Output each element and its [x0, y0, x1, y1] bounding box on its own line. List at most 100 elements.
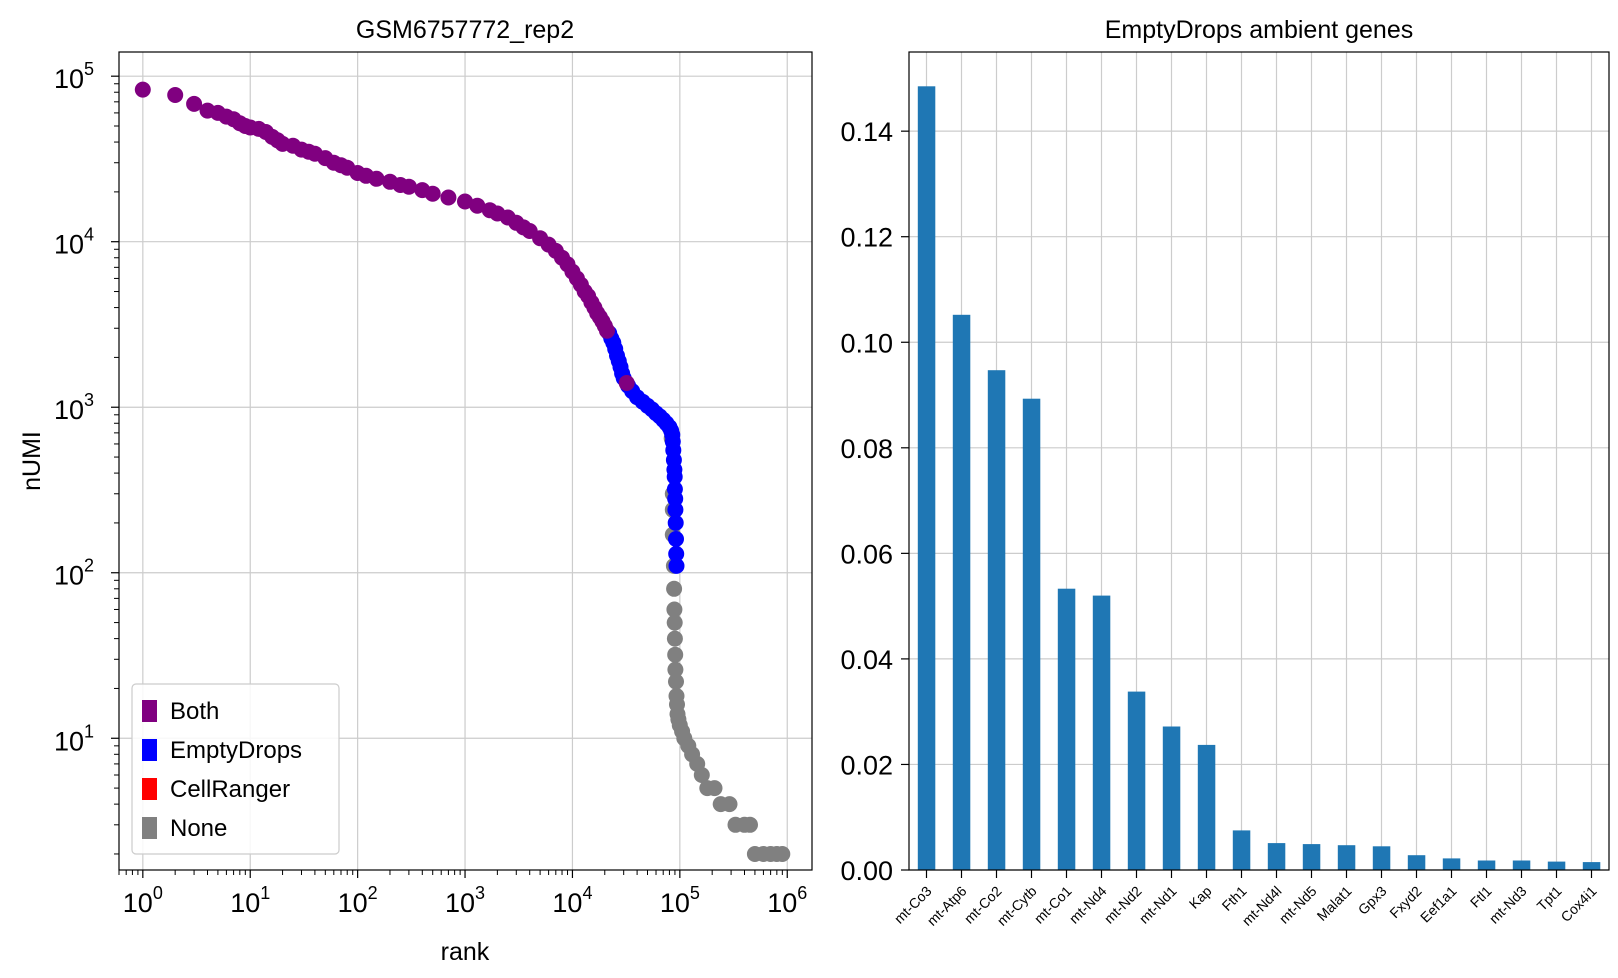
x-tick-label: Kap: [1186, 883, 1215, 912]
ambient-genes-y-ticks: 0.00 0.02 0.04 0.06 0.08 0.10 0.12 0.14: [840, 117, 909, 886]
point-both: [457, 193, 473, 210]
point-both: [368, 170, 385, 187]
point-none: [693, 767, 710, 783]
point-none: [666, 580, 683, 597]
point-none: [774, 846, 791, 862]
bar-cox4i1: [1582, 862, 1601, 870]
point-none: [666, 601, 683, 618]
x-tick-label: mt-Cytb: [994, 883, 1040, 929]
bar-mt-nd5: [1302, 844, 1321, 870]
x-tick-label: 106: [767, 883, 807, 918]
point-both: [469, 197, 486, 214]
x-tick-label: Ftl1: [1467, 883, 1495, 911]
point-none: [668, 673, 684, 690]
point-none: [666, 630, 683, 647]
knee-plot-title: GSM6757772_rep2: [356, 16, 574, 44]
y-tick-label: 0.12: [840, 223, 893, 253]
y-tick-label: 0.02: [840, 750, 893, 780]
knee-plot-y-ticks: 101 102 103 104 105: [54, 59, 119, 855]
point-emptydrops: [666, 468, 683, 485]
y-tick-label: 105: [54, 59, 94, 94]
x-tick-label: mt-Co1: [1031, 883, 1075, 927]
x-tick-label: 104: [552, 883, 592, 918]
x-tick-label: mt-Nd4: [1066, 883, 1110, 927]
ambient-genes-x-ticks: mt-Co3mt-Atp6mt-Co2mt-Cytbmt-Co1mt-Nd4mt…: [891, 870, 1600, 929]
point-none: [667, 661, 684, 678]
legend-label: EmptyDrops: [170, 737, 302, 764]
x-tick-label: mt-Nd1: [1136, 883, 1180, 927]
knee-plot-x-ticks: 100 101 102 103 104 105 106: [118, 870, 807, 918]
bar-mt-nd2: [1127, 691, 1146, 870]
point-both: [400, 178, 417, 195]
y-tick-label: 0.00: [840, 856, 893, 886]
bar-mt-nd1: [1162, 726, 1181, 870]
ambient-genes-panel: EmptyDrops ambient genes 0.00 0.02 0.04 0.0…: [840, 16, 1610, 929]
x-tick-label: Fth1: [1218, 883, 1249, 914]
point-emptydrops: [667, 514, 684, 531]
ambient-genes-title: EmptyDrops ambient genes: [1105, 16, 1413, 44]
y-tick-label: 0.08: [840, 434, 893, 464]
x-tick-label: Malat1: [1314, 883, 1355, 924]
x-tick-label: Gpx3: [1355, 883, 1390, 918]
bar-mt-co2: [987, 370, 1006, 870]
bar-fth1: [1232, 830, 1251, 870]
bar-mt-co1: [1057, 588, 1076, 870]
legend-label: Both: [170, 698, 219, 725]
bar-mt-co3: [917, 86, 936, 871]
y-tick-label: 104: [54, 225, 94, 260]
x-tick-label: 103: [445, 883, 485, 918]
bar-kap: [1197, 744, 1216, 870]
legend-label: None: [170, 815, 227, 842]
point-both: [440, 189, 457, 206]
bar-fxyd2: [1407, 855, 1426, 870]
x-tick-label: Cox4i1: [1557, 883, 1599, 925]
x-tick-label: mt-Nd5: [1276, 883, 1320, 927]
point-emptydrops: [668, 545, 685, 562]
y-tick-label: 0.04: [840, 645, 893, 675]
y-tick-label: 102: [54, 556, 94, 591]
legend-swatch: [142, 817, 157, 839]
y-tick-label: 0.14: [840, 117, 893, 147]
x-tick-label: 105: [660, 883, 700, 918]
ambient-genes-bars: [917, 86, 1601, 871]
x-tick-label: Tpt1: [1533, 883, 1564, 914]
bar-ftl1: [1477, 860, 1496, 870]
bar-eef1a1: [1442, 858, 1461, 870]
x-tick-label: 101: [230, 883, 270, 918]
bar-gpx3: [1372, 846, 1391, 870]
ambient-genes-grid: [909, 52, 1609, 871]
bar-tpt1: [1547, 861, 1566, 870]
point-none: [706, 780, 723, 797]
knee-plot-xlabel: rank: [441, 938, 490, 966]
bar-mt-nd3: [1512, 860, 1531, 870]
y-tick-label: 101: [54, 721, 94, 756]
x-tick-label: Eef1a1: [1417, 883, 1460, 926]
knee-plot-legend: Both EmptyDrops CellRanger None: [131, 683, 340, 855]
bar-malat1: [1337, 845, 1356, 870]
x-tick-label: mt-Nd2: [1101, 883, 1145, 927]
point-none: [742, 816, 758, 833]
knee-plot-ylabel: nUMI: [18, 431, 46, 491]
y-tick-label: 0.06: [840, 539, 893, 569]
point-none: [721, 796, 738, 813]
point-none: [667, 646, 684, 663]
legend-swatch: [142, 778, 157, 800]
bar-mt-nd4l: [1267, 843, 1286, 870]
knee-plot-points: [134, 81, 791, 862]
point-both: [599, 322, 615, 339]
x-tick-label: 100: [123, 883, 163, 918]
point-both: [424, 185, 441, 202]
bar-mt-cytb: [1022, 398, 1041, 870]
ambient-genes-frame: [908, 51, 1610, 871]
x-tick-label: mt-Nd4l: [1239, 883, 1285, 929]
bar-mt-atp6: [952, 314, 971, 870]
point-both: [134, 81, 151, 98]
legend-label: CellRanger: [170, 776, 290, 803]
legend-swatch: [142, 700, 157, 722]
bar-mt-nd4: [1092, 595, 1111, 870]
x-tick-label: mt-Atp6: [924, 883, 970, 929]
point-both: [167, 87, 184, 103]
point-emptydrops: [668, 531, 684, 547]
point-both: [618, 375, 635, 391]
point-both: [186, 95, 203, 112]
